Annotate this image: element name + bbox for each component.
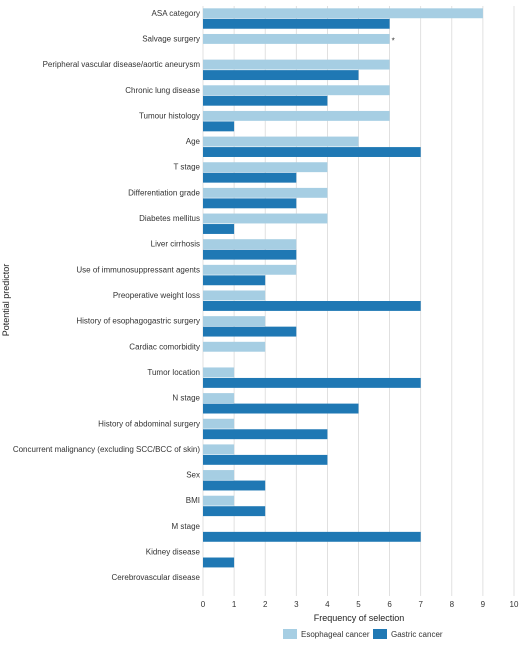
- category-label: BMI: [186, 496, 200, 505]
- x-tick-label: 8: [450, 600, 455, 609]
- bar-gastric: [203, 95, 328, 106]
- x-tick-label: 5: [356, 600, 361, 609]
- category-label: Liver cirrhosis: [151, 240, 200, 249]
- bar-esophageal: [203, 470, 235, 480]
- category-label: Preoperative weight loss: [113, 291, 200, 300]
- bar-esophageal: [203, 162, 328, 173]
- x-axis-title: Frequency of selection: [314, 613, 405, 623]
- bar-gastric: [203, 377, 421, 388]
- bar-esophageal: [203, 136, 359, 147]
- annotation-marker: *: [392, 36, 395, 45]
- x-tick-label: 1: [232, 600, 237, 609]
- category-labels: ASA category Salvage surgery Peripheral va…: [13, 9, 201, 582]
- bar-gastric: [203, 224, 235, 234]
- category-label: Kidney disease: [146, 548, 201, 557]
- category-label: Salvage surgery: [142, 34, 200, 43]
- x-tick-label: 3: [294, 600, 299, 609]
- bar-esophageal: [203, 495, 235, 506]
- bar-gastric: [203, 301, 421, 311]
- category-label: Cardiac comorbidity: [129, 342, 200, 351]
- bar-esophageal: [203, 33, 390, 44]
- category-label: Tumor location: [147, 368, 200, 377]
- x-axis-ticks: 0 1 2 3 4 5 6 7 8 9 10: [201, 600, 519, 609]
- legend: Esophageal cancer Gastric cancer: [283, 629, 443, 639]
- category-label: N stage: [172, 394, 200, 403]
- category-label: Use of immunosuppressant agents: [76, 265, 200, 274]
- bar-gastric: [203, 172, 297, 183]
- bar-esophageal: [203, 110, 390, 121]
- bar-gastric: [203, 70, 359, 81]
- bar-gastric: [203, 326, 297, 337]
- bar-esophageal: [203, 367, 235, 378]
- bar-esophageal: [203, 213, 328, 224]
- x-tick-label: 0: [201, 600, 206, 609]
- legend-label: Esophageal cancer: [301, 630, 370, 639]
- category-label: Chronic lung disease: [125, 86, 200, 95]
- bar-gastric: [203, 249, 297, 260]
- legend-swatch: [283, 629, 297, 639]
- category-label: Age: [186, 137, 201, 146]
- category-label: Concurrent malignancy (excluding SCC/BCC…: [13, 445, 201, 454]
- bar-esophageal: [203, 85, 390, 96]
- bar-gastric: [203, 121, 235, 132]
- bar-gastric: [203, 403, 359, 414]
- legend-swatch: [373, 629, 387, 639]
- category-label: Sex: [186, 471, 200, 480]
- bar-gastric: [203, 531, 421, 542]
- category-label: Peripheral vascular disease/aortic aneur…: [43, 60, 201, 69]
- bar-gastric: [203, 147, 421, 157]
- x-tick-label: 9: [481, 600, 486, 609]
- category-label: Cerebrovascular disease: [112, 573, 201, 582]
- bar-gastric: [203, 275, 266, 286]
- x-tick-label: 6: [387, 600, 392, 609]
- category-label: ASA category: [152, 9, 200, 18]
- x-tick-label: 2: [263, 600, 268, 609]
- category-label: History of abdominal surgery: [98, 419, 200, 428]
- bar-gastric: [203, 429, 328, 440]
- category-label: M stage: [172, 522, 201, 531]
- category-label: Tumour histology: [139, 111, 200, 120]
- category-label: Differentiation grade: [128, 188, 200, 197]
- bar-gastric: [203, 198, 297, 209]
- category-label: History of esophagogastric surgery: [76, 317, 200, 326]
- bar-gastric: [203, 454, 328, 465]
- bar-esophageal: [203, 290, 266, 301]
- bar-gastric: [203, 18, 390, 29]
- bar-esophageal: [203, 393, 235, 404]
- category-label: Diabetes mellitus: [139, 214, 200, 223]
- bar-gastric: [203, 557, 235, 568]
- annotations: *: [392, 36, 395, 45]
- bar-esophageal: [203, 264, 297, 275]
- legend-label: Gastric cancer: [391, 630, 443, 639]
- bar-gastric: [203, 480, 266, 491]
- bar-esophageal: [203, 316, 266, 327]
- x-tick-label: 10: [510, 600, 519, 609]
- bars: [203, 8, 483, 568]
- bar-esophageal: [203, 341, 266, 352]
- bar-esophageal: [203, 187, 328, 198]
- category-label: T stage: [173, 163, 200, 172]
- y-axis-title: Potential predictor: [1, 264, 11, 337]
- bar-esophageal: [203, 8, 483, 19]
- x-tick-label: 4: [325, 600, 330, 609]
- bar-esophageal: [203, 59, 390, 70]
- x-tick-label: 7: [418, 600, 423, 609]
- bar-esophageal: [203, 444, 235, 455]
- bar-esophageal: [203, 239, 297, 250]
- bar-gastric: [203, 506, 266, 517]
- bar-esophageal: [203, 418, 235, 429]
